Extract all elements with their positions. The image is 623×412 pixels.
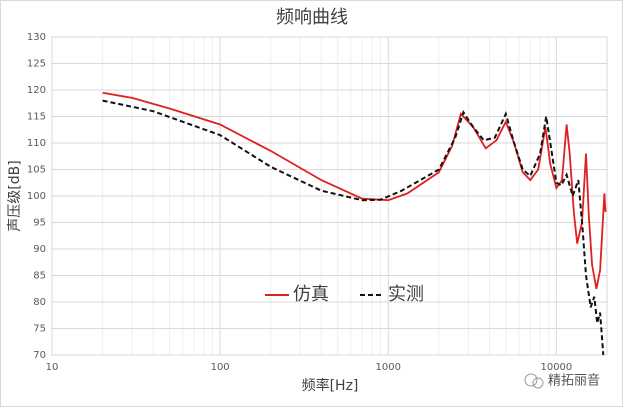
y-tick-label: 75 [33,324,46,335]
y-tick-label: 100 [27,191,46,202]
y-tick-label: 85 [33,271,46,282]
y-axis-label: 声压级[dB] [7,160,23,231]
y-tick-label: 90 [33,244,46,255]
y-tick-label: 110 [27,138,46,149]
watermark: 精拓丽音 [524,373,600,389]
x-tick-label: 100 [211,362,230,373]
chart-title: 频响曲线 [276,7,348,28]
series-line [102,99,605,356]
x-tick-label: 1000 [376,362,401,373]
legend-label: 实测 [388,284,424,305]
y-tick-label: 130 [27,32,46,43]
legend-label: 仿真 [293,284,329,305]
watermark-text: 精拓丽音 [548,373,600,389]
watermark-icon [524,373,538,387]
y-tick-label: 125 [27,59,46,70]
x-axis-label: 频率[Hz] [302,377,359,394]
y-tick-label: 95 [33,218,46,229]
y-tick-label: 105 [27,165,46,176]
y-tick-label: 80 [33,297,46,308]
x-tick-label: 10 [46,362,59,373]
y-tick-label: 70 [33,350,46,361]
series-line [102,91,607,289]
y-tick-label: 115 [27,112,46,123]
watermark-icon [532,377,544,389]
y-tick-label: 120 [27,85,46,96]
plot-border [51,36,608,356]
x-tick-label: 10000 [540,362,572,373]
